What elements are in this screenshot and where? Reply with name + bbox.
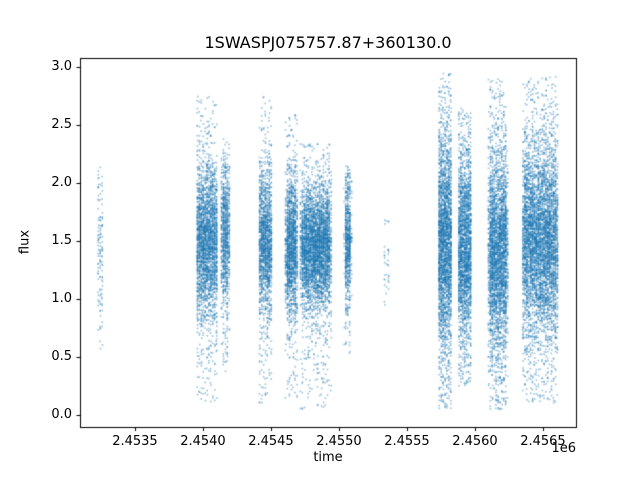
y-tick-label-2: 1.0 (51, 291, 72, 307)
x-tick-label-3: 2.4550 (316, 434, 362, 449)
y-tick-label-1: 0.5 (51, 349, 72, 365)
y-tick-label-0: 0.0 (51, 407, 72, 423)
y-tick-label-3: 1.5 (51, 233, 72, 249)
x-offset-label: 1e6 (551, 441, 576, 456)
x-tick-label-4: 2.4555 (384, 434, 430, 449)
y-tick-label-6: 3.0 (51, 59, 72, 75)
x-tick-label-1: 2.4540 (180, 434, 226, 449)
chart-title: 1SWASPJ075757.87+360130.0 (204, 33, 452, 52)
x-tick-label-6: 2.4565 (520, 434, 566, 449)
x-axis-label: time (313, 450, 343, 465)
x-tick-label-0: 2.4535 (112, 434, 158, 449)
y-tick-label-4: 2.0 (51, 175, 72, 191)
x-tick-label-2: 2.4545 (248, 434, 294, 449)
x-tick-label-5: 2.4560 (452, 434, 498, 449)
y-tick-label-5: 2.5 (51, 117, 72, 133)
